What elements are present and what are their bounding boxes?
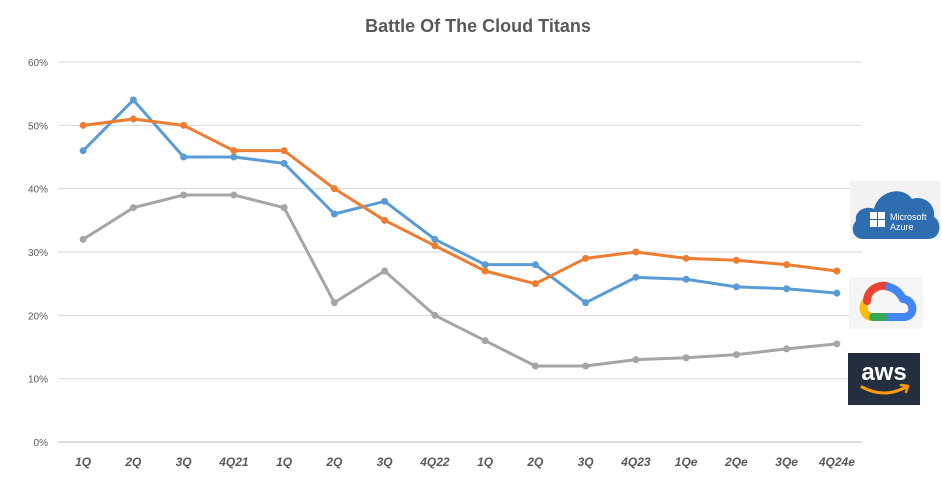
- x-tick-label: 3Q: [176, 455, 193, 469]
- x-tick-label: 4Q21: [218, 455, 249, 469]
- x-tick-label: 3Q: [578, 455, 595, 469]
- x-tick-label: 1Qe: [675, 455, 698, 469]
- series-line: [81, 117, 839, 286]
- y-tick-label: 40%: [28, 185, 48, 196]
- data-point: [180, 121, 188, 129]
- data-point: [833, 289, 841, 297]
- data-point: [129, 115, 137, 123]
- data-point: [632, 248, 640, 256]
- y-tick-label: 0%: [34, 438, 49, 449]
- data-point: [732, 351, 740, 359]
- data-point: [732, 256, 740, 264]
- x-tick-label: 3Qe: [775, 455, 798, 469]
- data-point: [682, 254, 690, 262]
- data-point: [230, 147, 238, 155]
- series-2: [79, 115, 841, 288]
- data-point: [431, 242, 439, 250]
- aws-arrow-icon: [899, 383, 910, 394]
- aws-logo: aws: [848, 353, 920, 405]
- data-point: [431, 311, 439, 319]
- google-cloud-icon: [859, 281, 917, 321]
- data-point: [582, 254, 590, 262]
- data-point: [280, 147, 288, 155]
- data-point: [783, 261, 791, 269]
- x-tick-label: 2Q: [526, 455, 544, 469]
- azure-logo-line1: Microsoft: [890, 212, 927, 222]
- y-tick-label: 30%: [28, 248, 48, 259]
- x-tick-label: 4Q24e: [818, 455, 855, 469]
- data-point: [582, 299, 590, 307]
- x-tick-label: 1Q: [477, 455, 494, 469]
- azure-logo-line2: Azure: [890, 222, 914, 232]
- azure-logo: Microsoft Azure: [850, 181, 940, 239]
- data-point: [582, 362, 590, 370]
- grid-lines: [58, 61, 862, 443]
- x-tick-label: 2Qe: [724, 455, 748, 469]
- data-point: [481, 261, 489, 269]
- data-point: [531, 280, 539, 288]
- data-point: [79, 235, 87, 243]
- data-point: [833, 340, 841, 348]
- x-tick-label: 2Q: [124, 455, 142, 469]
- x-axis-ticks: 1Q 2Q 3Q 4Q21 1Q 2Q 3Q 4Q22 1Q 2Q 3Q 4Q23 1Qe 2Qe 3Qe 4…: [75, 455, 855, 469]
- x-tick-label: 1Q: [276, 455, 293, 469]
- x-tick-label: 4Q23: [620, 455, 651, 469]
- data-point: [531, 261, 539, 269]
- cloud-icon: [852, 191, 940, 239]
- data-point: [833, 267, 841, 275]
- data-point: [783, 345, 791, 353]
- y-tick-label: 20%: [28, 311, 48, 322]
- data-point: [381, 197, 389, 205]
- data-point: [381, 216, 389, 224]
- y-tick-label: 10%: [28, 375, 48, 386]
- x-tick-label: 3Q: [377, 455, 394, 469]
- chart-title: Battle Of The Cloud Titans: [365, 16, 591, 36]
- series-lines: [79, 96, 841, 370]
- y-tick-label: 60%: [28, 58, 48, 69]
- data-point: [682, 275, 690, 283]
- data-point: [783, 285, 791, 293]
- data-point: [180, 191, 188, 199]
- data-point: [280, 159, 288, 167]
- x-tick-label: 1Q: [75, 455, 92, 469]
- data-point: [129, 204, 137, 212]
- data-point: [280, 204, 288, 212]
- data-point: [381, 267, 389, 275]
- data-point: [531, 362, 539, 370]
- x-tick-label: 2Q: [325, 455, 343, 469]
- data-point: [330, 185, 338, 193]
- data-point: [330, 210, 338, 218]
- data-point: [79, 147, 87, 155]
- data-point: [481, 267, 489, 275]
- google-cloud-logo: [849, 277, 923, 329]
- data-point: [481, 337, 489, 345]
- data-point: [330, 299, 338, 307]
- data-point: [632, 273, 640, 281]
- data-point: [79, 121, 87, 129]
- data-point: [180, 153, 188, 161]
- x-tick-label: 4Q22: [419, 455, 450, 469]
- y-tick-label: 50%: [28, 121, 48, 132]
- data-point: [230, 191, 238, 199]
- data-point: [431, 235, 439, 243]
- aws-logo-text: aws: [861, 359, 906, 386]
- data-point: [732, 283, 740, 291]
- aws-smile-icon: [860, 385, 908, 395]
- data-point: [632, 356, 640, 364]
- data-point: [682, 354, 690, 362]
- data-point: [129, 96, 137, 104]
- y-axis-ticks: 0% 10% 20% 30% 40% 50% 60%: [28, 58, 48, 449]
- series-3: [79, 191, 841, 370]
- data-point: [230, 153, 238, 161]
- windows-icon: [870, 212, 885, 227]
- series-line: [81, 193, 839, 368]
- series-line: [81, 98, 839, 305]
- series-1: [79, 96, 841, 307]
